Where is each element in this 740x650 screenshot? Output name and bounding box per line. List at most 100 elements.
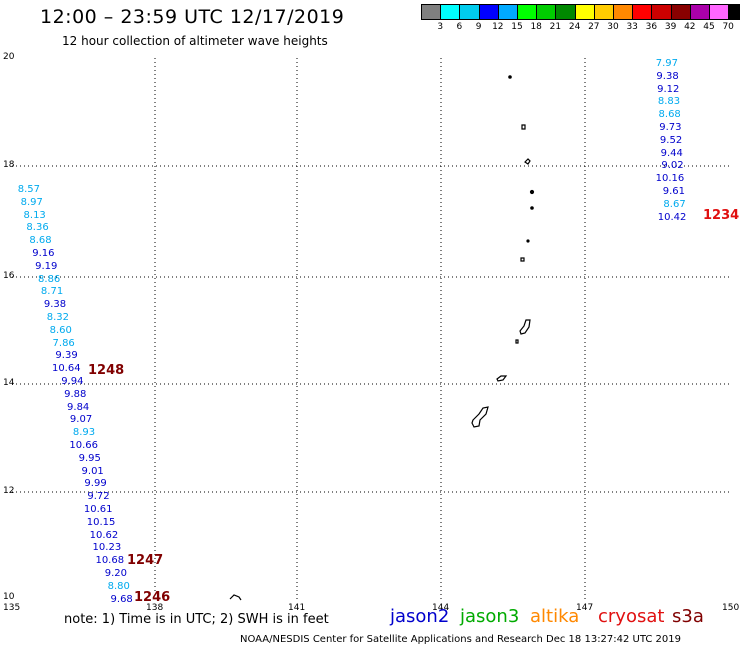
- colorbar-label: 70: [722, 22, 734, 32]
- footnote: note: 1) Time is in UTC; 2) SWH is in fe…: [64, 612, 329, 627]
- title: 12:00 – 23:59 UTC 12/17/2019: [40, 6, 345, 28]
- island: [229, 594, 242, 601]
- x-tick-label: 144: [432, 603, 450, 613]
- wave-height-label: 10.64: [51, 363, 81, 375]
- wave-height-label: 7.86: [52, 337, 75, 349]
- wave-height-label: 9.99: [84, 478, 107, 490]
- wave-height-label: 8.68: [29, 235, 52, 247]
- wave-height-label: 9.16: [32, 248, 55, 259]
- wave-height-label: 10.66: [69, 440, 98, 451]
- colorbar-label: 36: [645, 22, 658, 32]
- wave-height-label: 8.57: [17, 184, 40, 195]
- wave-height-label: 8.36: [26, 222, 49, 234]
- pass-label: 1248: [88, 363, 125, 378]
- wave-height-label: 9.38: [656, 70, 679, 82]
- y-tick-label: 10: [3, 592, 15, 602]
- wave-height-label: 8.13: [23, 209, 46, 221]
- wave-height-label: 8.32: [46, 312, 69, 323]
- wave-height-label: 9.20: [104, 568, 127, 579]
- wave-height-label: 8.67: [663, 198, 686, 210]
- grid: [12, 58, 730, 600]
- colorbar-label: 18: [530, 22, 542, 32]
- colorbar-label: 15: [511, 22, 523, 32]
- subtitle: 12 hour collection of altimeter wave hei…: [62, 34, 328, 48]
- wave-height-label: 9.73: [659, 122, 682, 133]
- x-tick-label: 150: [722, 603, 740, 613]
- wave-height-label: 8.80: [107, 580, 130, 592]
- island: [524, 158, 531, 165]
- wave-height-label: 9.94: [61, 376, 84, 387]
- colorbar-label: 12: [492, 22, 504, 32]
- colorbar-label: 45: [703, 22, 715, 32]
- colorbar-label: 27: [588, 22, 600, 32]
- wave-height-label: 9.68: [110, 593, 133, 605]
- wave-height-label: 10.42: [657, 211, 687, 223]
- wave-height-label: 8.68: [658, 109, 681, 121]
- y-tick-label: 12: [3, 486, 15, 496]
- legend-jason2: jason2: [390, 606, 450, 627]
- y-tick-label: 20: [3, 52, 15, 62]
- wave-height-label: 9.61: [662, 186, 685, 197]
- island: [530, 206, 534, 210]
- wave-height-label: 7.97: [655, 58, 678, 69]
- wave-height-label: 9.88: [64, 388, 87, 400]
- wave-height-label: 9.19: [35, 260, 58, 272]
- y-tick-label: 16: [3, 271, 15, 281]
- wave-height-label: 10.62: [89, 529, 119, 541]
- wave-height-label: 9.12: [657, 83, 680, 95]
- colorbar-label: 42: [684, 22, 696, 32]
- wave-height-label: 8.97: [20, 196, 43, 208]
- wave-height-label: 9.02: [661, 160, 684, 172]
- pass-label: 1247: [127, 553, 164, 568]
- colorbar-label: 24: [568, 22, 581, 32]
- island: [471, 406, 489, 428]
- island: [521, 124, 526, 130]
- island: [496, 375, 508, 382]
- wave-height-label: 10.23: [92, 542, 122, 554]
- x-tick-label: 147: [576, 603, 594, 613]
- colorbar-label: 9: [475, 22, 482, 32]
- wave-height-label: 10.68: [95, 555, 125, 567]
- wave-height-label: 9.95: [78, 452, 101, 464]
- wave-height-label: 8.93: [72, 427, 96, 439]
- wave-height-label: 10.61: [83, 504, 113, 515]
- wave-height-label: 8.71: [40, 286, 64, 298]
- wave-height-label: 10.15: [86, 516, 116, 528]
- legend-cryosat: cryosat: [598, 606, 665, 627]
- legend-altika: altika: [530, 606, 580, 627]
- wave-height-label: 8.60: [49, 324, 72, 336]
- island: [529, 189, 535, 195]
- wave-height-label: 8.86: [38, 273, 61, 285]
- pass-label: 1234: [703, 208, 740, 223]
- wave-height-label: 9.01: [81, 465, 104, 477]
- island: [526, 239, 530, 243]
- island: [515, 339, 519, 344]
- wave-height-label: 8.83: [657, 96, 681, 108]
- legend-jason3: jason3: [460, 606, 520, 627]
- x-tick-label: 138: [146, 603, 164, 613]
- wave-height-label: 9.52: [659, 134, 683, 146]
- credit-line: NOAA/NESDIS Center for Satellite Applica…: [240, 634, 682, 645]
- wave-height-label: 9.44: [660, 147, 683, 159]
- colorbar-label: 33: [626, 22, 638, 32]
- island: [508, 75, 512, 79]
- colorbar-label: 3: [437, 22, 444, 32]
- islands: [229, 75, 535, 601]
- wave-height-label: 9.39: [55, 350, 78, 362]
- colorbar-label: 30: [607, 22, 619, 32]
- x-tick-label: 135: [3, 603, 21, 613]
- colorbar-label: 6: [456, 22, 463, 32]
- wave-height-label: 10.16: [655, 173, 685, 185]
- y-tick-label: 18: [3, 160, 15, 170]
- wave-height-label: 9.72: [87, 491, 110, 503]
- legend-s3a: s3a: [672, 606, 704, 627]
- y-tick-label: 14: [3, 378, 15, 388]
- colorbar-label: 39: [664, 22, 677, 32]
- colorbar-swatch: [728, 4, 740, 20]
- pass-label: 1246: [134, 590, 171, 605]
- wave-height-label: 9.38: [43, 299, 67, 311]
- wave-height-label: 9.84: [67, 401, 90, 413]
- island: [520, 257, 525, 262]
- x-tick-label: 141: [288, 603, 306, 613]
